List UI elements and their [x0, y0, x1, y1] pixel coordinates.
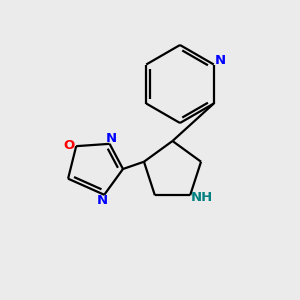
Text: N: N [106, 132, 117, 145]
Text: NH: NH [190, 191, 213, 204]
Text: O: O [63, 139, 74, 152]
Text: N: N [215, 54, 226, 67]
Text: N: N [97, 194, 108, 207]
